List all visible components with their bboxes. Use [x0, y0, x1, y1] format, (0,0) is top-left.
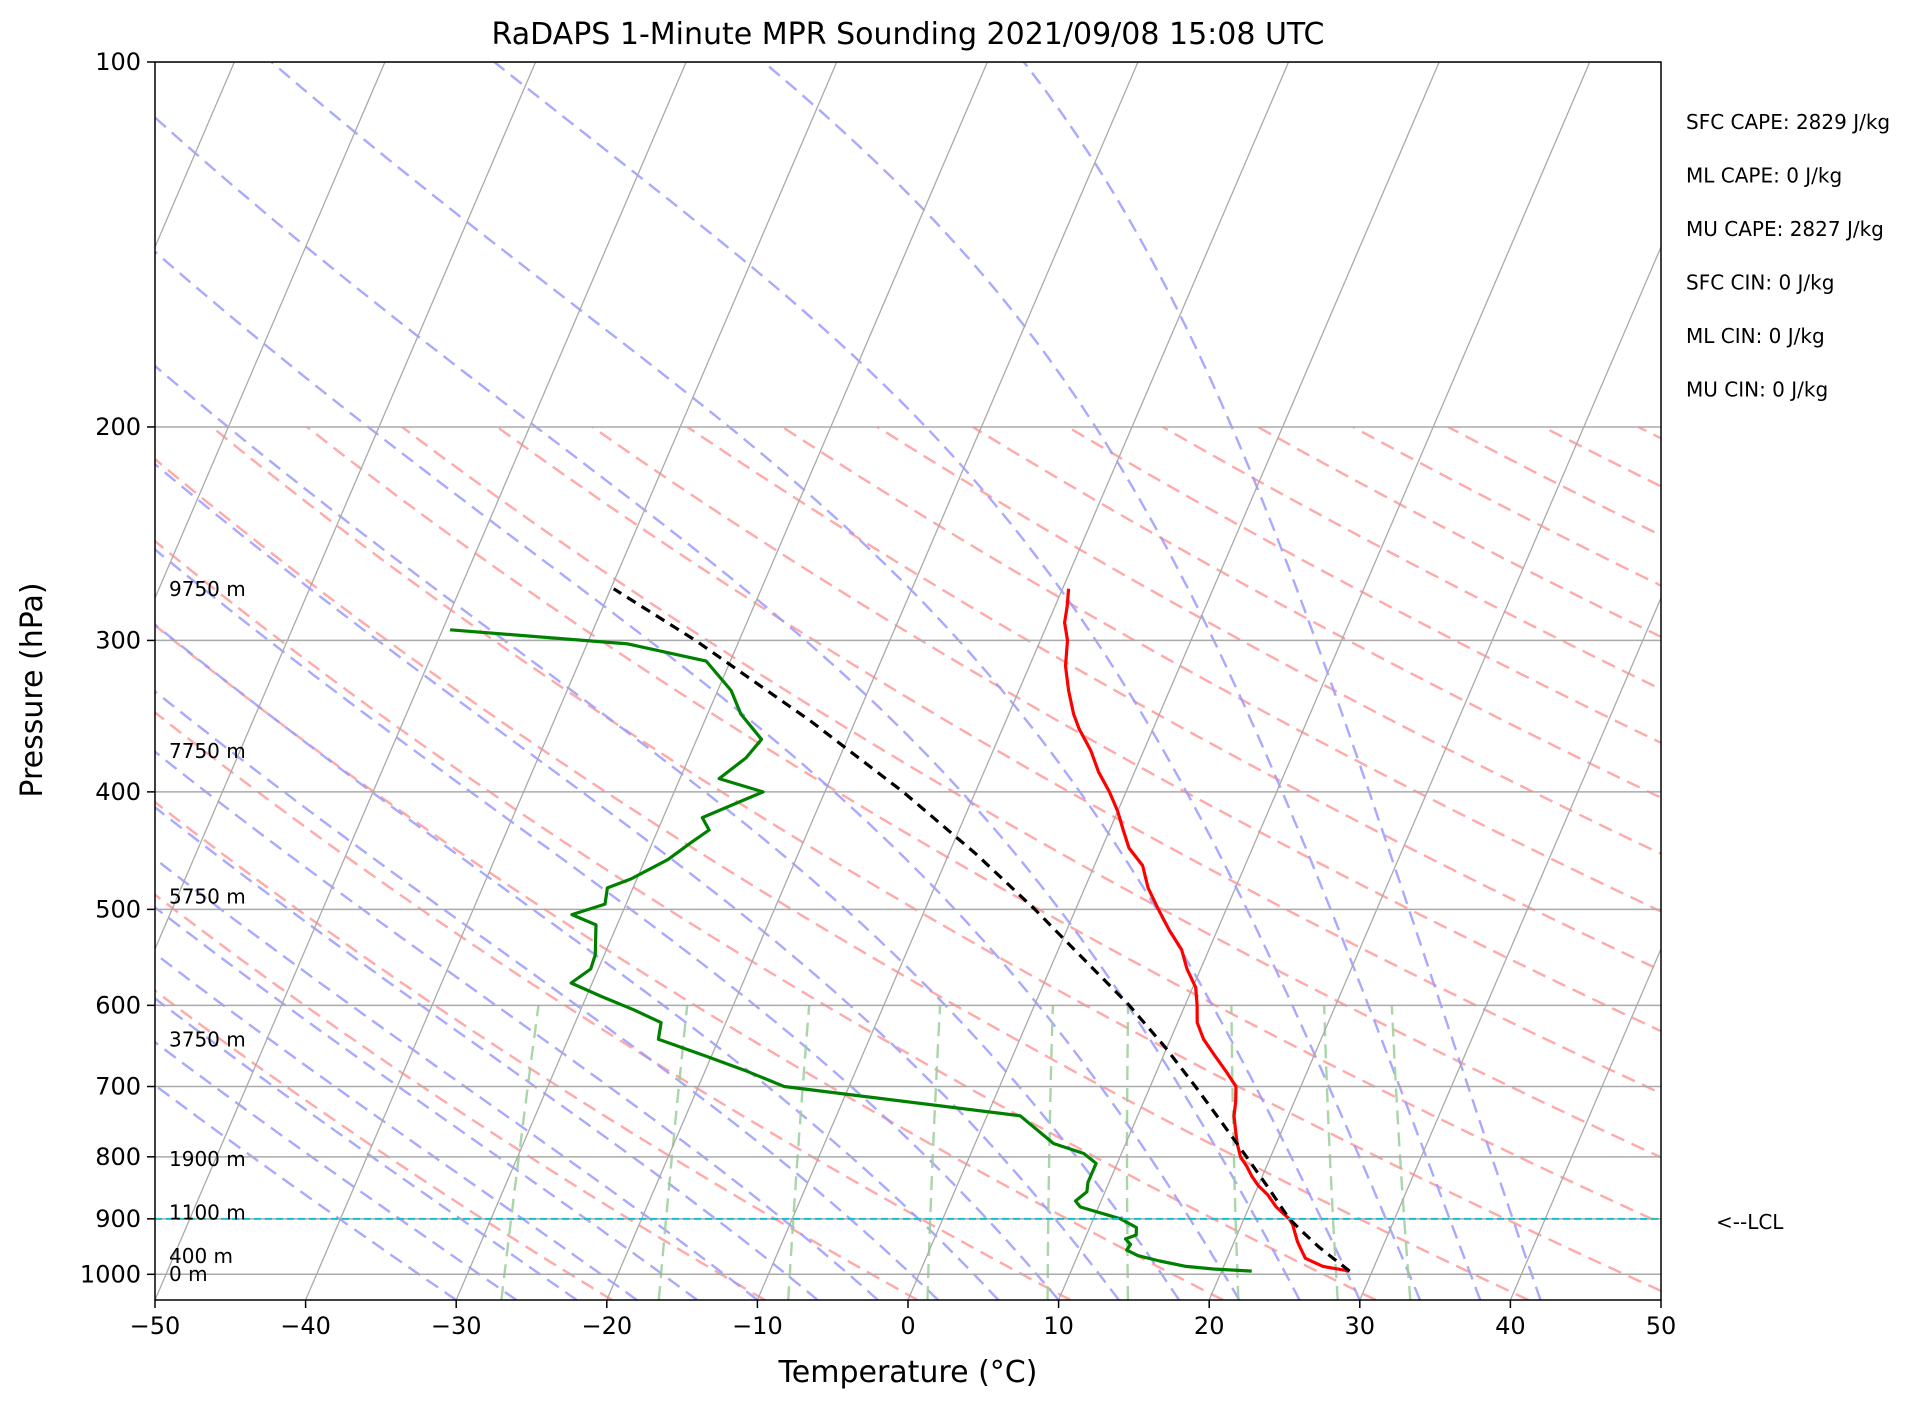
dry-adiabat: [1448, 427, 1925, 1300]
y-tick-label: 500: [95, 895, 141, 923]
x-tick-label: −20: [581, 1312, 632, 1340]
height-label: 1100 m: [169, 1200, 246, 1224]
isotherm-line: [908, 62, 1439, 1300]
stat-annotation: MU CAPE: 2827 J/kg: [1686, 217, 1884, 241]
isotherm-line: [4, 62, 535, 1300]
y-tick-label: 600: [95, 991, 141, 1019]
y-tick-label: 700: [95, 1073, 141, 1101]
x-tick-label: 50: [1646, 1312, 1677, 1340]
annotation-layer: SFC CAPE: 2829 J/kg ML CAPE: 0 J/kg MU CAP…: [1686, 110, 1890, 402]
dry-adiabat: [402, 427, 1925, 1300]
x-tick-label: −50: [130, 1312, 181, 1340]
ticks-layer: −50 −40 −30 −20 −10 0 10 20 30 40 50 100 200 300 400 50…: [80, 48, 1676, 1340]
dry-adiabat: [212, 427, 1681, 1300]
x-axis-label: Temperature (°C): [778, 1355, 1038, 1390]
moist-adiabat: [494, 62, 1420, 1300]
y-tick-label: 200: [95, 413, 141, 441]
height-label: 3750 m: [169, 1027, 246, 1051]
isotherm-line: [1360, 62, 1891, 1300]
height-label: 7750 m: [169, 739, 246, 763]
height-label: 0 m: [169, 1262, 208, 1286]
moist-adiabat: [0, 453, 637, 1300]
stat-annotation: MU CIN: 0 J/kg: [1686, 378, 1828, 402]
moist-adiabat: [272, 62, 1360, 1300]
moist-adiabat: [0, 555, 456, 1300]
dewpoint-profile: [450, 630, 1252, 1271]
grid-layer: [0, 62, 1925, 1300]
dry-adiabat: [782, 427, 1925, 1300]
stat-annotation: ML CIN: 0 J/kg: [1686, 324, 1825, 348]
y-axis-label: Pressure (hPa): [15, 582, 50, 797]
x-tick-label: 10: [1043, 1312, 1074, 1340]
moist-adiabat: [0, 136, 1059, 1300]
x-tick-label: −10: [732, 1312, 783, 1340]
isotherm-line: [306, 62, 837, 1300]
parcel-path: [614, 589, 1350, 1271]
chart-title: RaDAPS 1-Minute MPR Sounding 2021/09/08 …: [492, 17, 1325, 52]
x-tick-label: −30: [431, 1312, 482, 1340]
y-tick-label: 800: [95, 1143, 141, 1171]
moist-adiabat: [1024, 62, 1541, 1300]
isotherm-line: [607, 62, 1138, 1300]
y-tick-label: 900: [95, 1205, 141, 1233]
mixing-ratio-line: [788, 1005, 809, 1300]
isotherm-line: [1812, 62, 1925, 1300]
isotherm-line: [1059, 62, 1590, 1300]
temperature-profile: [1065, 589, 1350, 1271]
dry-adiabat: [1638, 427, 1925, 1300]
dry-adiabat: [1733, 427, 1925, 1300]
dry-adiabat: [1828, 427, 1925, 1300]
dry-adiabat: [497, 427, 1925, 1300]
x-tick-label: 30: [1345, 1312, 1376, 1340]
stat-annotation: ML CAPE: 0 J/kg: [1686, 164, 1842, 188]
stat-annotation: SFC CAPE: 2829 J/kg: [1686, 110, 1890, 134]
mixing-ratio-line: [1048, 1005, 1053, 1300]
mixing-ratio-line: [1231, 1005, 1238, 1300]
stat-annotation: SFC CIN: 0 J/kg: [1686, 271, 1834, 295]
dry-adiabat: [1258, 427, 1925, 1300]
y-tick-label: 400: [95, 778, 141, 806]
mixing-ratio-line: [928, 1005, 941, 1300]
moist-adiabat: [0, 88, 1119, 1300]
dry-adiabat: [1353, 427, 1925, 1300]
isotherm-line: [1510, 62, 1925, 1300]
dry-adiabat: [1543, 427, 1925, 1300]
moist-adiabat: [0, 200, 998, 1300]
isotherm-line: [155, 62, 686, 1300]
lcl-label: <--LCL: [1716, 1210, 1784, 1234]
x-tick-label: −40: [280, 1312, 331, 1340]
y-tick-label: 300: [95, 626, 141, 654]
height-label: 9750 m: [169, 577, 246, 601]
dry-adiabat: [0, 427, 612, 1300]
x-tick-label: 40: [1495, 1312, 1526, 1340]
x-tick-label: 20: [1194, 1312, 1225, 1340]
isotherm-line: [1661, 62, 1925, 1300]
moist-adiabat: [0, 62, 1239, 1300]
height-label: 1900 m: [169, 1147, 246, 1171]
height-label: 5750 m: [169, 885, 246, 909]
moist-adiabat: [94, 62, 1299, 1300]
mixing-ratio-line: [1127, 1005, 1128, 1300]
x-tick-label: 0: [900, 1312, 915, 1340]
y-tick-label: 100: [95, 48, 141, 76]
series-layer: [155, 589, 1661, 1271]
dry-adiabat: [687, 427, 1925, 1300]
y-tick-label: 1000: [80, 1260, 141, 1288]
moist-adiabat: [0, 489, 577, 1300]
